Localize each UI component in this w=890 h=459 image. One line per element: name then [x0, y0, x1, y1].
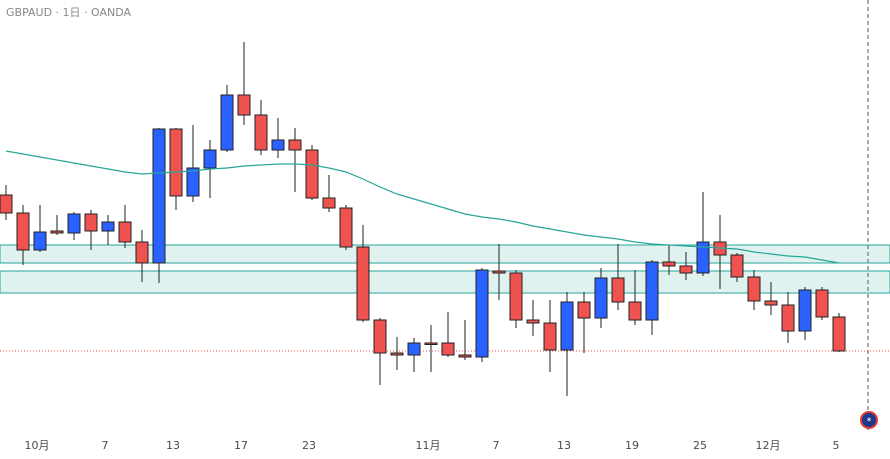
candle-body: [815, 289, 829, 318]
candle-body: [747, 276, 761, 302]
candle-body: [339, 207, 353, 248]
candle-body: [152, 128, 166, 264]
candle-body: [203, 149, 217, 169]
zone: [0, 244, 890, 264]
candle-body: [628, 301, 642, 321]
candle-body: [458, 354, 472, 358]
candle-body: [50, 230, 64, 234]
candle-body: [492, 270, 506, 274]
candle-body: [322, 197, 336, 209]
candle-body: [118, 221, 132, 243]
candle-body: [577, 301, 591, 319]
candle-body: [186, 167, 200, 197]
candle-body: [67, 213, 81, 234]
candle-body: [730, 254, 744, 278]
candle-body: [101, 221, 115, 232]
candle-body: [16, 212, 30, 251]
x-tick-label: 19: [625, 439, 639, 452]
candle-body: [560, 301, 574, 351]
candle-body: [679, 265, 693, 274]
chart-title: GBPAUD · 1日 · OANDA: [6, 6, 132, 19]
candle-body: [424, 342, 438, 345]
candle-body: [526, 319, 540, 324]
candle-body: [798, 289, 812, 332]
candle-body: [764, 300, 778, 306]
candle-body: [407, 342, 421, 356]
x-tick-label: 23: [302, 439, 316, 452]
candle-body: [33, 231, 47, 251]
candle-body: [645, 261, 659, 321]
x-tick-label: 10月: [25, 439, 50, 452]
candle-body: [288, 139, 302, 151]
candle-body: [781, 304, 795, 332]
candle-body: [135, 241, 149, 264]
x-tick-label: 7: [493, 439, 500, 452]
candle-body: [305, 149, 319, 199]
candle-body: [594, 277, 608, 319]
candle-body: [832, 316, 846, 352]
candle-body: [475, 269, 489, 358]
x-tick-label: 7: [102, 439, 109, 452]
candle-body: [169, 128, 183, 197]
candle-body: [543, 322, 557, 351]
candle-body: [237, 94, 251, 116]
candle-body: [0, 194, 13, 214]
candle-body: [356, 246, 370, 321]
candle-body: [696, 241, 710, 274]
candle-body: [611, 277, 625, 303]
candle-body: [509, 272, 523, 321]
x-tick-label: 25: [693, 439, 707, 452]
x-tick-label: 13: [557, 439, 571, 452]
candle-body: [662, 261, 676, 267]
x-tick-label: 11月: [416, 439, 441, 452]
flag-icon: ✶: [860, 411, 878, 429]
candle-body: [254, 114, 268, 151]
candle-body: [373, 319, 387, 354]
svg-text:✶: ✶: [866, 416, 872, 424]
candle-body: [390, 352, 404, 356]
x-tick-label: 17: [234, 439, 248, 452]
candle-body: [441, 342, 455, 356]
x-tick-label: 12月: [756, 439, 781, 452]
candle-body: [271, 139, 285, 151]
zone: [0, 270, 890, 294]
candle-body: [84, 213, 98, 232]
moving-average: [5, 150, 840, 264]
candle-body: [220, 94, 234, 151]
x-tick-label: 13: [166, 439, 180, 452]
x-tick-label: 5: [833, 439, 840, 452]
